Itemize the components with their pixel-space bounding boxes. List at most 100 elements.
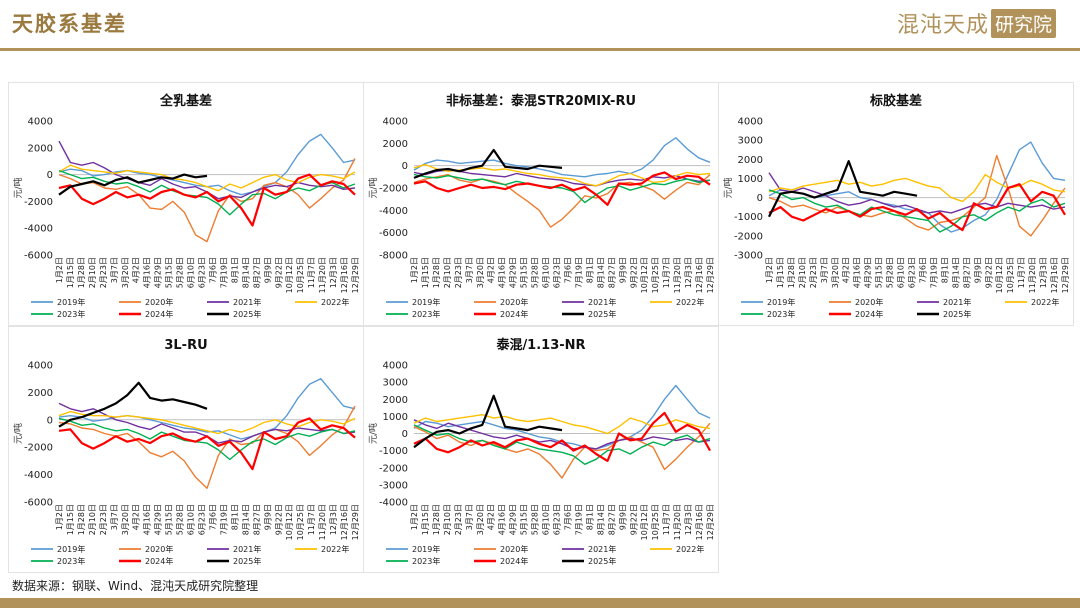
series-line-2021 bbox=[413, 169, 711, 187]
x-tick-label: 5月28日 bbox=[176, 504, 185, 535]
x-tick-label: 2月10日 bbox=[88, 257, 97, 288]
x-tick-label: 6月23日 bbox=[198, 504, 207, 535]
x-tick-label: 1月2日 bbox=[55, 504, 64, 530]
chart-title: 非标基差：泰混STR20MIX-RU bbox=[446, 93, 636, 109]
legend-label: 2021年 bbox=[233, 544, 261, 554]
x-tick-label: 11月20日 bbox=[673, 504, 682, 540]
series-line-2022 bbox=[58, 164, 356, 192]
series-line-2025 bbox=[58, 381, 208, 428]
series-line-2024 bbox=[58, 417, 356, 471]
x-tick-label: 10月25日 bbox=[296, 504, 305, 540]
legend-label: 2019年 bbox=[57, 297, 85, 307]
x-tick-label: 6月10日 bbox=[542, 257, 551, 288]
x-tick-label: 3月7日 bbox=[465, 504, 474, 530]
x-tick-label: 9月22日 bbox=[274, 257, 283, 288]
x-tick-label: 4月2日 bbox=[132, 257, 141, 283]
legend-label: 2022年 bbox=[321, 544, 349, 554]
legend-label: 2022年 bbox=[1031, 297, 1059, 307]
x-tick-label: 5月15日 bbox=[520, 257, 529, 288]
y-tick-label: -4000 bbox=[379, 498, 408, 509]
series-line-2019 bbox=[413, 137, 711, 178]
x-tick-label: 3月7日 bbox=[110, 504, 119, 530]
chart-title: 全乳基差 bbox=[159, 93, 212, 109]
x-tick-label: 12月3日 bbox=[329, 504, 338, 535]
x-tick-label: 6月10日 bbox=[542, 504, 551, 535]
x-tick-label: 1月15日 bbox=[66, 504, 75, 535]
x-tick-label: 8月27日 bbox=[252, 504, 261, 535]
x-tick-label: 7月6日 bbox=[563, 257, 572, 283]
x-tick-label: 10月12日 bbox=[995, 257, 1004, 293]
x-tick-label: 3月20日 bbox=[831, 257, 840, 288]
x-tick-label: 9月22日 bbox=[629, 504, 638, 535]
legend-label: 2023年 bbox=[57, 556, 85, 566]
series-line-2023 bbox=[413, 424, 711, 465]
x-tick-label: 1月15日 bbox=[66, 257, 75, 288]
x-tick-label: 12月16日 bbox=[695, 257, 704, 293]
legend-label: 2025年 bbox=[588, 309, 616, 319]
y-tick-label: 4000 bbox=[383, 361, 408, 372]
series-line-2024 bbox=[413, 171, 711, 206]
x-tick-label: 1月15日 bbox=[421, 504, 430, 535]
x-tick-label: 4月16日 bbox=[143, 504, 152, 535]
x-tick-label: 6月10日 bbox=[187, 257, 196, 288]
y-tick-label: -1000 bbox=[734, 212, 763, 223]
series-line-2020 bbox=[58, 405, 356, 489]
footer-bar bbox=[0, 598, 1080, 608]
legend-label: 2019年 bbox=[57, 544, 85, 554]
x-tick-label: 1月28日 bbox=[787, 257, 796, 288]
series-line-2025 bbox=[413, 394, 563, 449]
x-tick-label: 6月10日 bbox=[897, 257, 906, 288]
x-tick-label: 1月2日 bbox=[410, 257, 419, 283]
x-tick-label: 8月27日 bbox=[962, 257, 971, 288]
x-tick-label: 2月23日 bbox=[454, 257, 463, 288]
legend-label: 2020年 bbox=[145, 297, 173, 307]
series-line-2024 bbox=[413, 411, 711, 462]
x-tick-label: 8月14日 bbox=[241, 504, 250, 535]
legend-label: 2021年 bbox=[588, 297, 616, 307]
y-tick-label: 0 bbox=[757, 193, 763, 204]
y-tick-label: 0 bbox=[47, 170, 53, 181]
legend-label: 2021年 bbox=[588, 544, 616, 554]
series-line-2019 bbox=[58, 378, 356, 440]
legend-label: 2022年 bbox=[676, 544, 704, 554]
x-tick-label: 9月9日 bbox=[618, 504, 627, 530]
x-tick-label: 10月25日 bbox=[651, 504, 660, 540]
legend-label: 2020年 bbox=[500, 297, 528, 307]
x-tick-label: 7月19日 bbox=[574, 504, 583, 535]
x-tick-label: 1月28日 bbox=[77, 504, 86, 535]
legend-label: 2024年 bbox=[500, 309, 528, 319]
legend-label: 2024年 bbox=[500, 556, 528, 566]
x-tick-label: 1月2日 bbox=[55, 257, 64, 283]
y-tick-label: 4000 bbox=[28, 361, 53, 372]
logo-box: 研究院 bbox=[990, 8, 1056, 38]
x-tick-label: 3月20日 bbox=[121, 257, 130, 288]
x-tick-label: 10月25日 bbox=[651, 257, 660, 293]
x-tick-label: 5月28日 bbox=[176, 257, 185, 288]
x-tick-label: 8月14日 bbox=[596, 504, 605, 535]
y-tick-label: -3000 bbox=[379, 480, 408, 491]
chart-panel-2: 标胶基差 元/吨 4000 3000 2000 1000 0 -1000 -2000 -3000 1… bbox=[718, 82, 1074, 326]
y-tick-label: -4000 bbox=[24, 470, 53, 481]
x-tick-label: 8月27日 bbox=[607, 257, 616, 288]
x-tick-label: 10月12日 bbox=[285, 257, 294, 293]
x-tick-label: 12月16日 bbox=[695, 504, 704, 540]
y-tick-label: -2000 bbox=[24, 443, 53, 454]
x-tick-label: 1月28日 bbox=[432, 257, 441, 288]
legend-label: 2021年 bbox=[233, 297, 261, 307]
legend-label: 2020年 bbox=[855, 297, 883, 307]
x-tick-label: 5月15日 bbox=[165, 257, 174, 288]
x-tick-label: 6月23日 bbox=[198, 257, 207, 288]
x-tick-label: 7月19日 bbox=[219, 504, 228, 535]
x-tick-label: 5月28日 bbox=[886, 257, 895, 288]
x-tick-label: 2月23日 bbox=[809, 257, 818, 288]
x-tick-label: 2月23日 bbox=[99, 257, 108, 288]
x-tick-label: 4月16日 bbox=[853, 257, 862, 288]
y-tick-label: -2000 bbox=[24, 197, 53, 208]
x-tick-label: 11月7日 bbox=[662, 504, 671, 535]
x-tick-label: 11月7日 bbox=[662, 257, 671, 288]
x-tick-label: 4月2日 bbox=[487, 257, 496, 283]
y-axis-label: 元/吨 bbox=[12, 423, 24, 444]
x-tick-label: 9月9日 bbox=[263, 257, 272, 283]
x-tick-label: 7月19日 bbox=[219, 257, 228, 288]
